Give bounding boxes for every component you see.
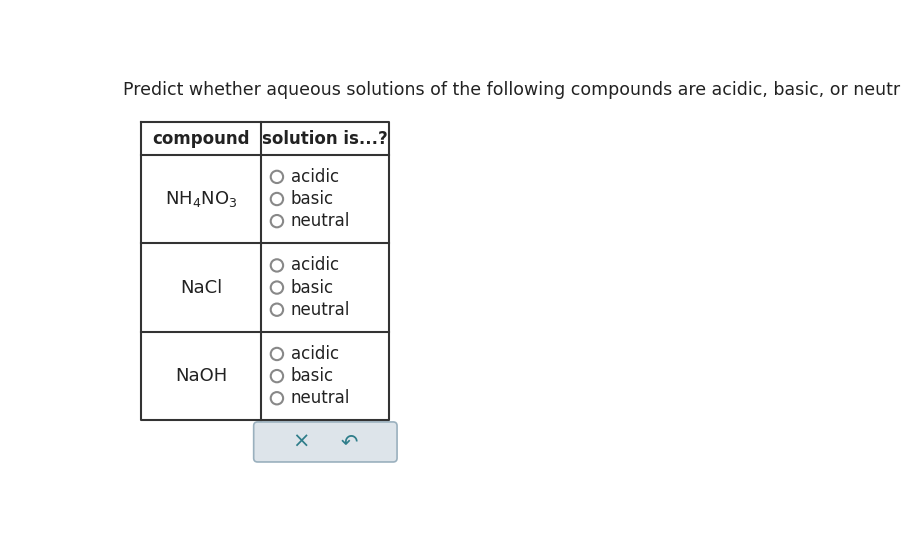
FancyBboxPatch shape bbox=[254, 422, 397, 462]
Text: compound: compound bbox=[152, 129, 250, 147]
Text: acidic: acidic bbox=[291, 345, 339, 363]
Text: $\mathdefault{NH_4NO_3}$: $\mathdefault{NH_4NO_3}$ bbox=[165, 189, 238, 209]
Text: neutral: neutral bbox=[291, 212, 350, 230]
Text: neutral: neutral bbox=[291, 389, 350, 407]
Text: Predict whether aqueous solutions of the following compounds are acidic, basic, : Predict whether aqueous solutions of the… bbox=[123, 81, 901, 99]
Text: ↶: ↶ bbox=[341, 432, 359, 452]
Text: NaOH: NaOH bbox=[175, 367, 227, 385]
Bar bbox=[141, 122, 389, 420]
Text: basic: basic bbox=[291, 190, 334, 208]
Text: basic: basic bbox=[291, 278, 334, 296]
Text: neutral: neutral bbox=[291, 301, 350, 319]
Text: acidic: acidic bbox=[291, 168, 339, 186]
Text: acidic: acidic bbox=[291, 257, 339, 275]
Text: solution is...?: solution is...? bbox=[262, 129, 388, 147]
Text: basic: basic bbox=[291, 367, 334, 385]
Text: ×: × bbox=[292, 432, 310, 452]
Text: NaCl: NaCl bbox=[180, 278, 223, 296]
